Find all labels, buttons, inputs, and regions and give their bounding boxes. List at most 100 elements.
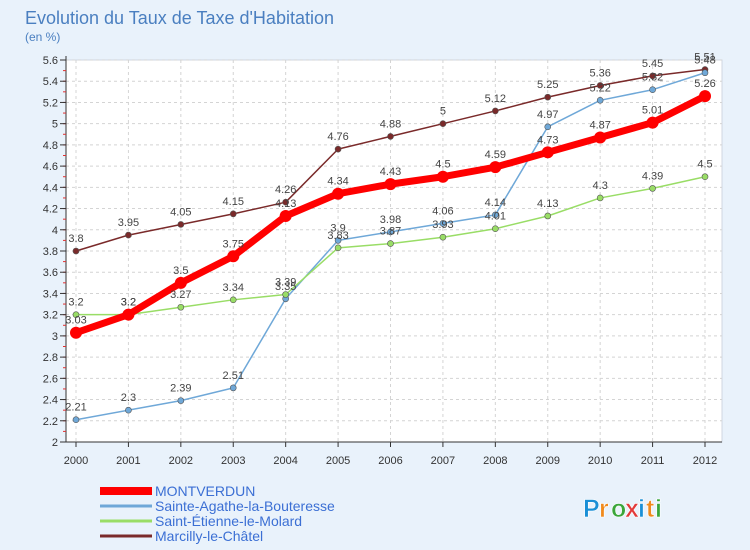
data-label: 5.01 [642,105,663,117]
y-tick-label: 4.2 [43,204,58,216]
series-point-3 [439,120,447,127]
y-tick-label: 2.4 [43,395,58,407]
series-point-1 [701,69,709,77]
series-point-3 [282,198,289,206]
y-tick-label: 2.6 [43,373,58,385]
y-tick-label: 4 [52,225,58,237]
x-axis-ticks: 2000 2001 2002 2003 2004 2005 2006 2007 2008 2009… [64,442,717,467]
data-label: 4.14 [485,197,506,209]
series-point-0 [227,250,240,263]
brand-letter: o [611,495,626,523]
x-tick-label: 2003 [221,455,245,467]
series-point-3 [125,231,132,239]
data-label: 3.93 [432,219,453,231]
chart-title: Evolution du Taux de Taxe d'Habitation [25,8,334,28]
series-point-1 [439,220,447,227]
series-point-2 [596,194,604,202]
x-tick-label: 2004 [273,455,297,467]
series-point-3 [649,72,656,80]
x-tick-label: 2012 [693,455,717,467]
data-label: 2.39 [170,383,191,395]
data-label: 4.88 [380,118,401,130]
series-point-2 [229,296,237,304]
data-label: 3.95 [118,217,139,229]
legend-label: Marcilly-le-Châtel [155,528,263,544]
data-label: 3.75 [223,238,244,250]
chart-subtitle: (en %) [25,30,60,44]
series-point-3 [492,107,499,115]
data-label: 4.5 [697,159,712,171]
data-label: 5 [440,106,446,118]
series-point-1 [125,406,132,414]
series-point-0 [594,131,607,144]
data-label: 4.5 [435,159,450,171]
series-point-2 [72,311,80,318]
legend-swatch [100,534,152,538]
brand-letter: x [625,495,639,523]
data-label: 4.13 [537,198,558,210]
series-point-3 [544,93,552,101]
data-label: 2.51 [223,370,244,382]
y-tick-label: 5.2 [43,97,58,109]
series-point-0 [384,178,397,191]
data-label: 3.87 [380,226,401,238]
y-tick-label: 2 [52,437,58,449]
y-tick-label: 2.2 [43,416,58,428]
series-point-1 [649,86,656,94]
data-label: 3.39 [275,277,296,289]
y-tick-label: 3.8 [43,246,58,258]
data-label: 2.21 [65,402,86,414]
data-label: 3.2 [121,297,136,309]
data-label: 5.45 [642,58,663,70]
series-point-3 [72,247,80,255]
series-point-1 [334,237,342,244]
series-point-1 [492,211,499,219]
legend-swatch [100,519,152,523]
y-tick-label: 4.8 [43,140,58,152]
data-label: 3.03 [65,315,86,327]
data-label: 4.3 [593,180,608,192]
data-label: 4.76 [327,131,348,143]
series-point-2 [544,212,552,220]
legend-swatch [100,504,152,508]
series-point-0 [436,170,449,183]
data-label: 4.59 [485,149,506,161]
data-label: 4.39 [642,170,663,182]
data-label: 4.34 [327,176,348,188]
x-tick-label: 2011 [641,455,665,467]
y-tick-label: 3 [52,331,58,343]
series-point-3 [334,145,342,153]
series-point-0 [332,187,345,200]
data-label: 4.87 [589,119,610,131]
series-point-1 [72,416,80,424]
series-point-0 [646,116,659,129]
series-point-1 [387,228,394,236]
x-tick-label: 2007 [431,455,455,467]
brand-letter: r [599,495,609,523]
data-label: 3.2 [121,297,136,309]
x-tick-label: 2008 [483,455,507,467]
data-label: 5.12 [485,93,506,105]
legend: MONTVERDUNSainte-Agathe-la-BouteresseSai… [100,483,335,544]
series-point-0 [489,161,502,174]
y-tick-label: 5.6 [43,55,58,67]
data-label: 3.98 [380,214,401,226]
brand-letter: i [655,495,662,523]
x-tick-label: 2009 [536,455,560,467]
x-tick-label: 2005 [326,455,350,467]
y-tick-label: 2.8 [43,352,58,364]
y-tick-label: 4.6 [43,161,58,173]
x-tick-label: 2006 [378,455,402,467]
data-label: 3.35 [275,281,296,293]
series-point-1 [544,123,552,131]
series-point-2 [701,173,709,181]
series-point-2 [649,185,656,192]
x-tick-label: 2002 [169,455,193,467]
series-point-2 [282,291,289,298]
series-point-3 [387,133,394,140]
y-axis-ticks: 2 2.2 2.4 2.6 2.8 3 3.2 3.4 3.6 3.8 4 4.2 4.4 4.6 4.8 5… [43,55,66,449]
data-label: 5.22 [589,82,610,94]
